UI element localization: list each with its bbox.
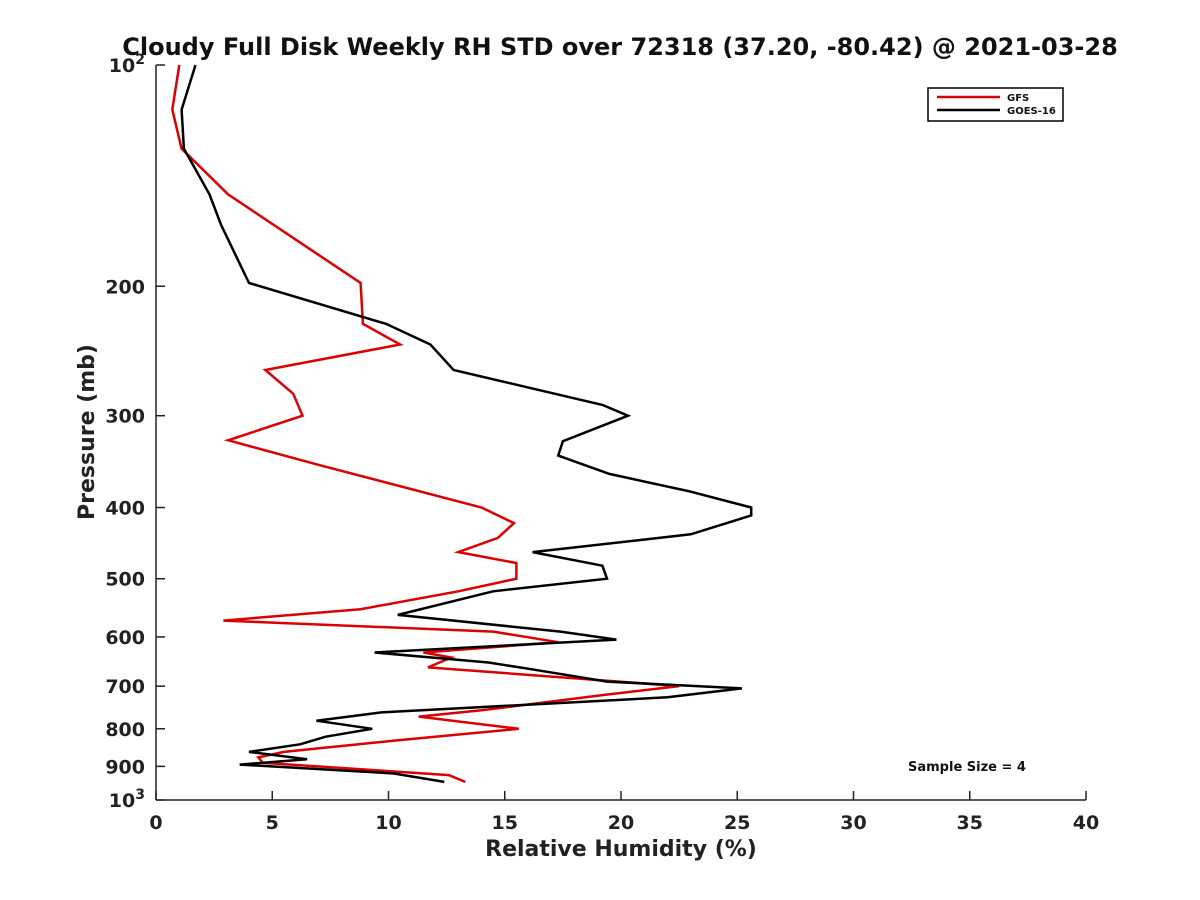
y-tick-label: 500 bbox=[105, 569, 145, 591]
y-tick-label: 800 bbox=[105, 719, 145, 741]
x-tick-label: 30 bbox=[840, 812, 866, 834]
y-tick-label: 600 bbox=[105, 627, 145, 649]
series-line-goes16 bbox=[180, 64, 753, 784]
series-line-gfs bbox=[171, 64, 680, 784]
x-tick-label: 35 bbox=[957, 812, 983, 834]
x-tick-label: 15 bbox=[492, 812, 518, 834]
x-tick-label: 40 bbox=[1073, 812, 1099, 834]
y-tick-label: 300 bbox=[105, 406, 145, 428]
x-tick-label: 5 bbox=[266, 812, 279, 834]
x-tick-label: 0 bbox=[149, 812, 162, 834]
x-tick-label: 20 bbox=[608, 812, 634, 834]
y-tick-label: 200 bbox=[105, 276, 145, 298]
plot-background bbox=[156, 65, 1086, 800]
chart-title: Cloudy Full Disk Weekly RH STD over 7231… bbox=[122, 33, 1118, 61]
legend-label-gfs: GFS bbox=[1007, 93, 1029, 104]
y-tick-label: 900 bbox=[105, 756, 145, 778]
y-tick-label: 700 bbox=[105, 676, 145, 698]
plot-area bbox=[156, 65, 1086, 800]
series-layer bbox=[171, 64, 753, 784]
sample-size-annotation: Sample Size = 4 bbox=[908, 760, 1026, 775]
y-tick-label: 400 bbox=[105, 498, 145, 520]
x-tick-label: 25 bbox=[724, 812, 750, 834]
legend: GFS GOES-16 bbox=[927, 87, 1064, 122]
x-axis-ticks: 0 5 10 15 20 25 30 35 40 bbox=[149, 791, 1099, 834]
y-axis-label: Pressure (mb) bbox=[75, 344, 100, 520]
x-axis-label: Relative Humidity (%) bbox=[485, 837, 757, 862]
legend-label-goes16: GOES-16 bbox=[1007, 106, 1056, 117]
x-tick-label: 10 bbox=[375, 812, 401, 834]
legend-box bbox=[927, 87, 1064, 122]
